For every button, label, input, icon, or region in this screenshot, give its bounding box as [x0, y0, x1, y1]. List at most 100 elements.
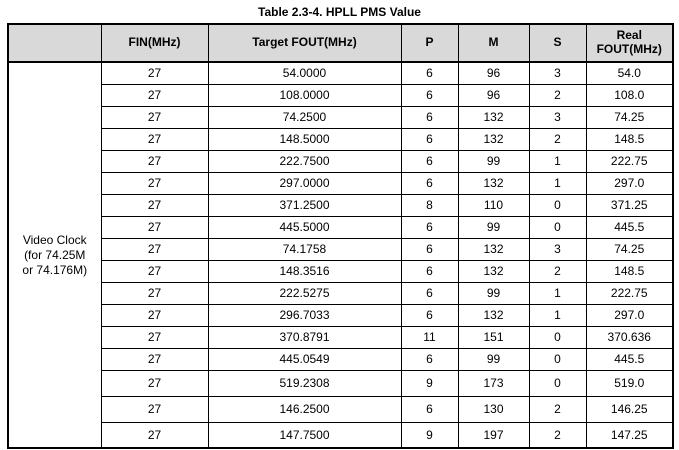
cell-p: 6 [400, 171, 459, 195]
cell-target-fout: 74.1758 [207, 237, 402, 261]
cell-target-fout: 108.0000 [207, 83, 402, 107]
cell-fin: 27 [100, 149, 209, 173]
cell-m: 197 [457, 421, 530, 449]
cell-real-fout: 297.0 [585, 303, 674, 327]
cell-m: 132 [457, 259, 530, 283]
table-caption: Table 2.3-4. HPLL PMS Value [258, 5, 421, 19]
cell-m: 151 [457, 325, 530, 349]
cell-m: 99 [457, 149, 530, 173]
cell-m: 132 [457, 105, 530, 129]
cell-s: 2 [528, 127, 587, 151]
cell-fin: 27 [100, 105, 209, 129]
cell-m: 132 [457, 237, 530, 261]
cell-target-fout: 54.0000 [207, 61, 402, 85]
table-row: 27 297.0000 6 132 1 297.0 [8, 171, 674, 195]
cell-fin: 27 [100, 215, 209, 239]
cell-m: 132 [457, 127, 530, 151]
table-row: 27 445.5000 6 99 0 445.5 [8, 215, 674, 239]
cell-m: 173 [457, 369, 530, 397]
table-row: 27 147.7500 9 197 2 147.25 [8, 421, 674, 449]
cell-real-fout: 222.75 [585, 149, 674, 173]
cell-fin: 27 [100, 303, 209, 327]
cell-s: 0 [528, 347, 587, 371]
cell-target-fout: 74.2500 [207, 105, 402, 129]
cell-p: 6 [400, 149, 459, 173]
cell-s: 3 [528, 105, 587, 129]
cell-real-fout: 108.0 [585, 83, 674, 107]
table-row: 27 74.1758 6 132 3 74.25 [8, 237, 674, 261]
cell-target-fout: 370.8791 [207, 325, 402, 349]
cell-p: 6 [400, 259, 459, 283]
cell-real-fout: 148.5 [585, 259, 674, 283]
cell-p: 6 [400, 395, 459, 423]
cell-s: 1 [528, 171, 587, 195]
cell-p: 6 [400, 127, 459, 151]
cell-p: 11 [400, 325, 459, 349]
cell-s: 0 [528, 325, 587, 349]
table-row: Video Clock (for 74.25M or 74.176M) 27 5… [7, 61, 674, 449]
column-header-target-fout: Target FOUT(MHz) [207, 23, 402, 63]
table-row: 27 148.5000 6 132 2 148.5 [8, 127, 674, 151]
cell-real-fout: 519.0 [585, 369, 674, 397]
column-header-m: M [457, 23, 530, 63]
cell-p: 6 [400, 237, 459, 261]
header-row: FIN(MHz) Target FOUT(MHz) P M S Real FOU… [7, 23, 674, 63]
cell-s: 0 [528, 369, 587, 397]
cell-p: 9 [400, 369, 459, 397]
column-header-p: P [400, 23, 459, 63]
cell-real-fout: 445.5 [585, 215, 674, 239]
cell-real-fout: 371.25 [585, 193, 674, 217]
cell-fin: 27 [100, 369, 209, 397]
cell-m: 132 [457, 171, 530, 195]
cell-real-fout: 445.5 [585, 347, 674, 371]
table-row: 27 148.3516 6 132 2 148.5 [8, 259, 674, 283]
cell-m: 130 [457, 395, 530, 423]
cell-real-fout: 147.25 [585, 421, 674, 449]
cell-fin: 27 [100, 193, 209, 217]
cell-p: 6 [400, 105, 459, 129]
cell-target-fout: 222.5275 [207, 281, 402, 305]
cell-m: 99 [457, 347, 530, 371]
cell-fin: 27 [100, 259, 209, 283]
cell-real-fout: 148.5 [585, 127, 674, 151]
cell-real-fout: 74.25 [585, 237, 674, 261]
cell-p: 6 [400, 215, 459, 239]
cell-target-fout: 519.2308 [207, 369, 402, 397]
cell-real-fout: 370.636 [585, 325, 674, 349]
cell-s: 0 [528, 193, 587, 217]
cell-s: 2 [528, 83, 587, 107]
column-header-empty [7, 23, 102, 63]
cell-target-fout: 147.7500 [207, 421, 402, 449]
cell-fin: 27 [100, 127, 209, 151]
table-row: 27 222.5275 6 99 1 222.75 [8, 281, 674, 305]
cell-target-fout: 148.3516 [207, 259, 402, 283]
cell-p: 6 [400, 303, 459, 327]
cell-p: 6 [400, 61, 459, 85]
cell-s: 0 [528, 215, 587, 239]
cell-m: 99 [457, 281, 530, 305]
column-header-fin: FIN(MHz) [100, 23, 209, 63]
cell-fin: 27 [100, 171, 209, 195]
cell-fin: 27 [100, 421, 209, 449]
cell-target-fout: 146.2500 [207, 395, 402, 423]
cell-m: 110 [457, 193, 530, 217]
cell-target-fout: 222.7500 [207, 149, 402, 173]
table-row: 27 445.0549 6 99 0 445.5 [8, 347, 674, 371]
table-row: 27 146.2500 6 130 2 146.25 [8, 395, 674, 423]
table-row: 27 370.8791 11 151 0 370.636 [8, 325, 674, 349]
cell-s: 1 [528, 281, 587, 305]
cell-m: 132 [457, 303, 530, 327]
cell-s: 2 [528, 259, 587, 283]
cell-target-fout: 445.0549 [207, 347, 402, 371]
cell-real-fout: 146.25 [585, 395, 674, 423]
cell-p: 9 [400, 421, 459, 449]
hpll-pms-table: FIN(MHz) Target FOUT(MHz) P M S Real FOU… [7, 23, 674, 449]
table-row: 27 108.0000 6 96 2 108.0 [8, 83, 674, 107]
cell-real-fout: 297.0 [585, 171, 674, 195]
cell-fin: 27 [100, 83, 209, 107]
cell-real-fout: 54.0 [585, 61, 674, 85]
table-row: 27 519.2308 9 173 0 519.0 [8, 369, 674, 397]
cell-fin: 27 [100, 395, 209, 423]
table-row: 27 296.7033 6 132 1 297.0 [8, 303, 674, 327]
cell-real-fout: 74.25 [585, 105, 674, 129]
